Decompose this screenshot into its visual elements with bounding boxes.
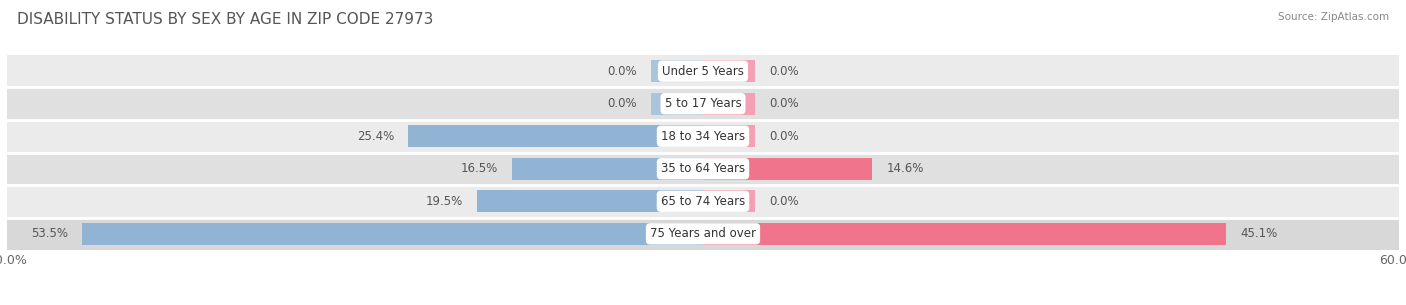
Bar	[703, 93, 755, 115]
Text: 0.0%: 0.0%	[607, 65, 637, 78]
Text: 35 to 64 Years: 35 to 64 Years	[661, 162, 745, 175]
Bar	[703, 190, 755, 212]
Text: 75 Years and over: 75 Years and over	[650, 227, 756, 240]
Bar	[7, 88, 1399, 120]
Bar	[703, 158, 872, 180]
Bar	[703, 60, 755, 82]
Text: 5 to 17 Years: 5 to 17 Years	[665, 97, 741, 110]
Bar	[83, 223, 703, 245]
Bar	[512, 158, 703, 180]
Bar	[7, 217, 1399, 250]
Text: 0.0%: 0.0%	[769, 195, 799, 208]
Text: 65 to 74 Years: 65 to 74 Years	[661, 195, 745, 208]
Bar	[651, 93, 703, 115]
Text: 0.0%: 0.0%	[607, 97, 637, 110]
Text: 14.6%: 14.6%	[886, 162, 924, 175]
Text: 16.5%: 16.5%	[460, 162, 498, 175]
Bar	[7, 185, 1399, 217]
Text: 19.5%: 19.5%	[426, 195, 463, 208]
Text: Under 5 Years: Under 5 Years	[662, 65, 744, 78]
Text: 0.0%: 0.0%	[769, 130, 799, 143]
Bar	[703, 223, 1226, 245]
Bar	[651, 60, 703, 82]
Legend: Male, Female: Male, Female	[640, 303, 766, 305]
Bar	[477, 190, 703, 212]
Bar	[7, 152, 1399, 185]
Text: 0.0%: 0.0%	[769, 65, 799, 78]
Bar	[703, 125, 755, 147]
Text: 45.1%: 45.1%	[1240, 227, 1277, 240]
Bar	[7, 120, 1399, 152]
Text: DISABILITY STATUS BY SEX BY AGE IN ZIP CODE 27973: DISABILITY STATUS BY SEX BY AGE IN ZIP C…	[17, 12, 433, 27]
Text: 53.5%: 53.5%	[31, 227, 69, 240]
Bar	[408, 125, 703, 147]
Text: 18 to 34 Years: 18 to 34 Years	[661, 130, 745, 143]
Text: 25.4%: 25.4%	[357, 130, 395, 143]
Text: 0.0%: 0.0%	[769, 97, 799, 110]
Bar	[7, 55, 1399, 88]
Text: Source: ZipAtlas.com: Source: ZipAtlas.com	[1278, 12, 1389, 22]
